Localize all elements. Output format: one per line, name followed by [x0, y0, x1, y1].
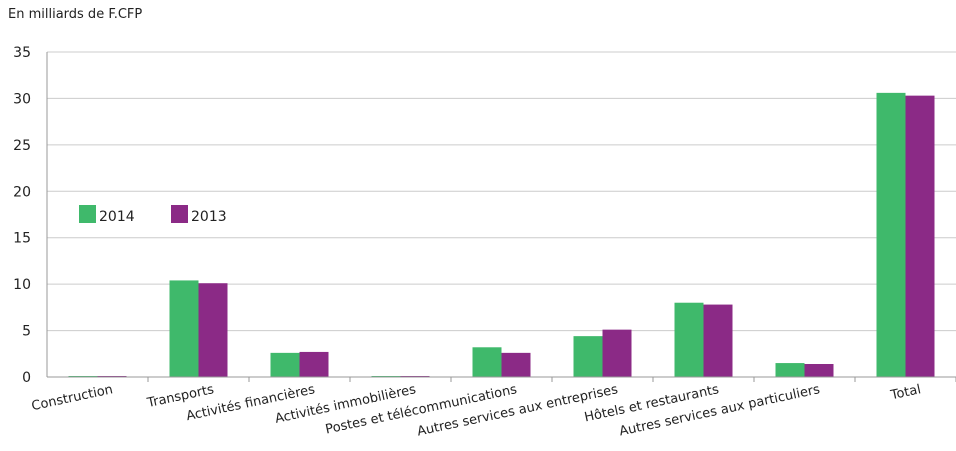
legend: 2014 2013	[79, 205, 227, 225]
bar-2014	[775, 363, 805, 377]
bars	[68, 92, 935, 378]
legend-label-2014: 2014	[99, 209, 135, 225]
bar-2014	[674, 302, 704, 377]
bar-2014	[876, 92, 906, 377]
bar-2014	[472, 347, 502, 377]
bar-2014	[573, 336, 603, 377]
x-tick-label: Construction	[30, 382, 114, 414]
y-tick-label: 20	[13, 184, 31, 200]
y-tick-label: 0	[22, 370, 31, 386]
y-tick-label: 5	[22, 324, 31, 340]
y-tick-label: 10	[13, 277, 31, 293]
x-tick-label: Total	[889, 382, 923, 403]
bar-2014	[169, 280, 199, 377]
bar-2013	[602, 329, 632, 377]
bar-2013	[299, 351, 329, 377]
legend-swatch-2013	[171, 205, 188, 223]
bar-2013	[198, 283, 228, 377]
bar-2013	[501, 352, 531, 377]
y-tick-label: 30	[13, 91, 31, 107]
bar-2013	[703, 304, 733, 377]
legend-swatch-2014	[79, 205, 96, 223]
unit-label: En milliards de F.CFP	[8, 7, 143, 22]
bar-2013	[905, 95, 935, 378]
legend-label-2013: 2013	[191, 209, 227, 225]
bar-2013	[804, 364, 834, 377]
y-tick-label: 15	[13, 231, 31, 247]
y-axis: 0 5 10 15 20 25 30 35	[13, 45, 48, 386]
y-tick-label: 25	[13, 138, 31, 154]
y-tick-label: 35	[13, 45, 31, 61]
bar-2014	[270, 352, 300, 377]
